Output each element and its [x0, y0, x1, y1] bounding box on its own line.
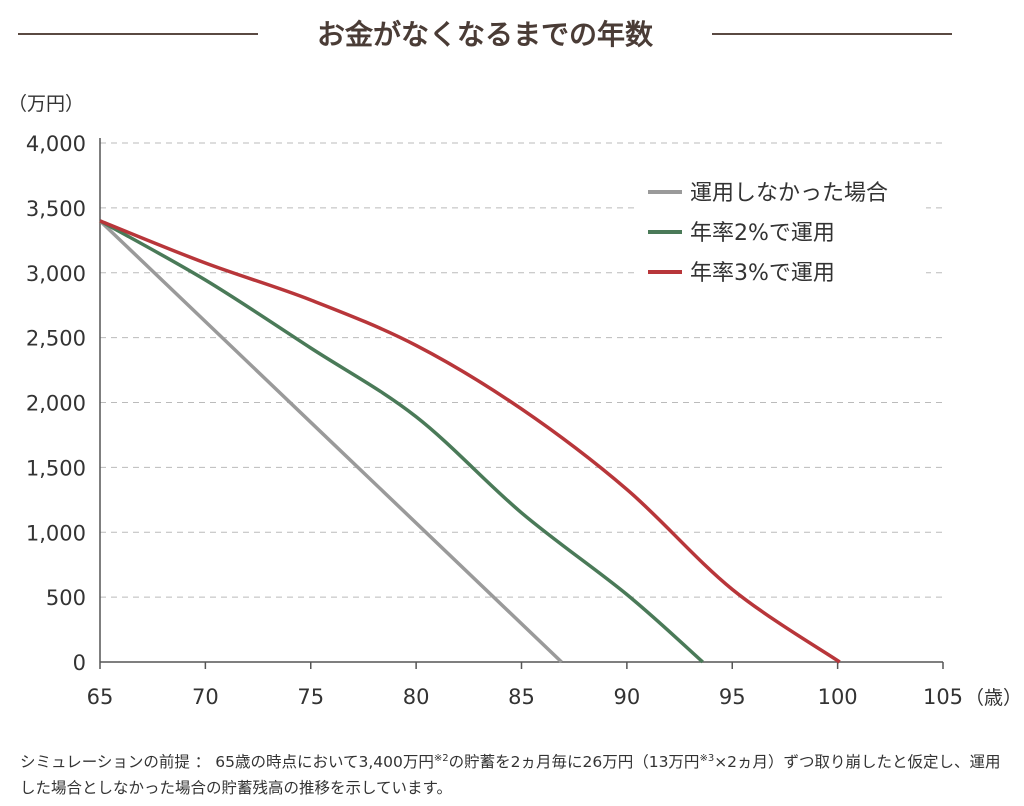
x-tick-label: 80 [403, 685, 430, 709]
x-tick-label: 75 [297, 685, 324, 709]
footnote: シミュレーションの前提 ： 65歳の時点において3,400万円※2の貯蓄を2ヵ月… [20, 746, 1010, 801]
footnote-ref: ※3 [699, 753, 715, 764]
x-axis-label: （歳） [965, 687, 1022, 709]
series-line-0 [98, 219, 563, 664]
y-tick-label: 1,500 [26, 456, 86, 480]
x-tick-label: 85 [508, 685, 535, 709]
legend-label: 運用しなかった場合 [690, 181, 888, 206]
footnote-text: ×2ヵ月）ずつ取り崩したと仮定し、運用した場合としなかった場合の貯蓄残高の推移を… [20, 753, 1001, 798]
x-tick-label: 105 [923, 685, 963, 709]
y-tick-label: 500 [46, 586, 86, 610]
footnote-text: の貯蓄を2ヵ月毎に26万円（13万円 [448, 753, 700, 772]
x-tick-label: 65 [87, 685, 114, 709]
y-axis-label: （万円） [8, 93, 84, 115]
chart: お金がなくなるまでの年数 （万円） 0 500 1,000 1,500 2,000 2,5… [8, 18, 1022, 709]
legend-label: 年率3%で運用 [690, 261, 835, 286]
y-tick-label: 1,000 [26, 521, 86, 545]
series-line-2 [99, 219, 841, 664]
x-tick-label: 100 [818, 685, 858, 709]
series-line-1 [99, 219, 704, 664]
footnote-text: シミュレーションの前提 ： 65歳の時点において3,400万円 [20, 753, 434, 772]
y-tick-label: 0 [73, 651, 86, 675]
y-tick-label: 3,000 [26, 262, 86, 286]
x-tick-label: 70 [192, 685, 219, 709]
x-tick-label: 95 [719, 685, 746, 709]
y-tick-label: 2,500 [26, 327, 86, 351]
x-tick-label: 90 [614, 685, 641, 709]
legend-label: 年率2%で運用 [690, 221, 835, 246]
chart-title: お金がなくなるまでの年数 [317, 18, 654, 51]
y-tick-label: 3,500 [26, 197, 86, 221]
y-tick-label: 4,000 [26, 132, 86, 156]
footnote-ref: ※2 [433, 753, 449, 764]
y-tick-label: 2,000 [26, 392, 86, 416]
